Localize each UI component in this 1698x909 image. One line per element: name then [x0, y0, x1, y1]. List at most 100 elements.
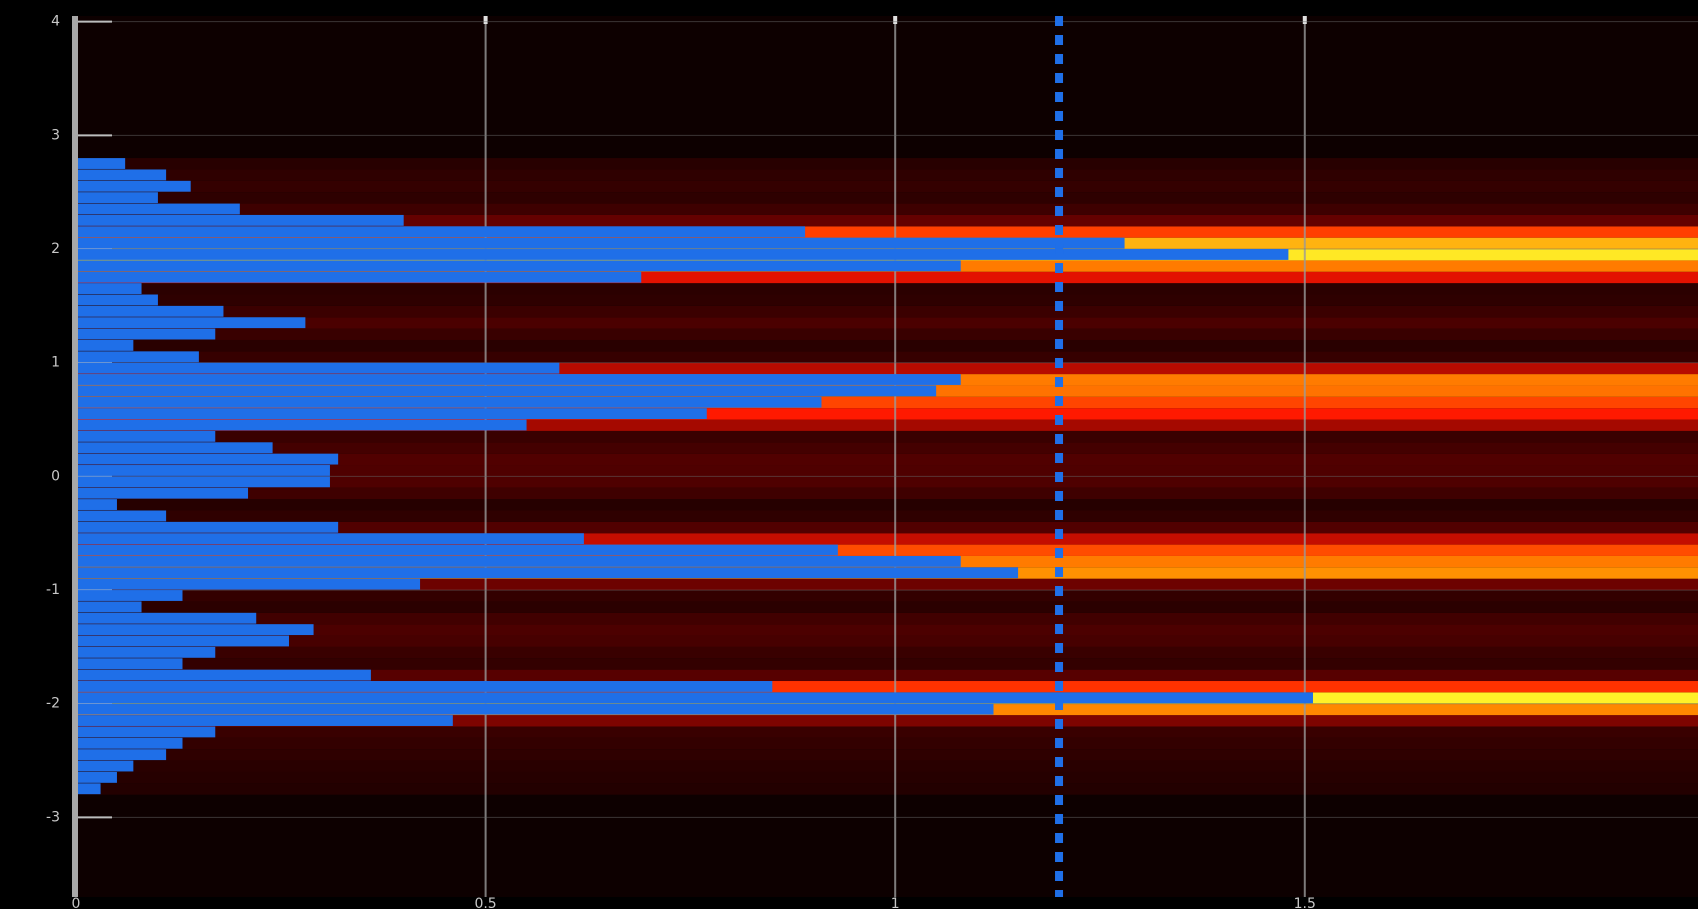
bar: [76, 363, 559, 374]
bar: [76, 715, 453, 726]
bar: [76, 658, 182, 669]
bar: [76, 624, 314, 635]
bar: [76, 601, 142, 612]
bar: [76, 272, 641, 283]
heat-row: [76, 636, 1698, 647]
bar: [76, 329, 215, 340]
bar: [76, 772, 117, 783]
bar: [76, 351, 199, 362]
bar: [76, 613, 256, 624]
bar: [76, 465, 330, 476]
bar: [76, 545, 838, 556]
x-tick-label: 0: [72, 896, 81, 909]
heat-row: [76, 295, 1698, 306]
bar: [76, 260, 961, 271]
heat-row: [76, 442, 1698, 453]
bar: [76, 647, 215, 658]
bar: [76, 226, 805, 237]
y-tick-label: -2: [46, 696, 60, 712]
heat-row: [76, 192, 1698, 203]
heat-row: [76, 306, 1698, 317]
x-tick-label: 0.5: [474, 896, 496, 909]
bar: [76, 431, 215, 442]
heat-row: [76, 738, 1698, 749]
chart: 0 0.5 1 1.5 4 3 2 1 0 -1 -2 -3: [0, 0, 1698, 909]
bar: [76, 499, 117, 510]
heat-row: [76, 329, 1698, 340]
bar: [76, 510, 166, 521]
heat-row: [76, 431, 1698, 442]
bar: [76, 442, 273, 453]
bar: [76, 522, 338, 533]
heat-row: [76, 488, 1698, 499]
heat-row: [76, 169, 1698, 180]
bar: [76, 704, 993, 715]
heat-row: [76, 726, 1698, 737]
heat-row: [76, 590, 1698, 601]
heat-row: [76, 647, 1698, 658]
heat-row: [76, 613, 1698, 624]
bar: [76, 420, 527, 431]
bar: [76, 670, 371, 681]
bar: [76, 636, 289, 647]
bar: [76, 726, 215, 737]
bar: [76, 579, 420, 590]
heat-row: [76, 317, 1698, 328]
heat-row: [76, 772, 1698, 783]
x-tick-label: 1.5: [1294, 896, 1316, 909]
heat-row: [76, 499, 1698, 510]
bar: [76, 556, 961, 567]
bar: [76, 169, 166, 180]
bar: [76, 454, 338, 465]
heat-row: [76, 510, 1698, 521]
heat-row: [76, 181, 1698, 192]
heat-row: [76, 340, 1698, 351]
bar: [76, 317, 305, 328]
bar: [76, 783, 101, 794]
y-tick-label: 3: [51, 127, 60, 143]
bar: [76, 158, 125, 169]
page: {"chart_data": {"type": "barh-histogram"…: [0, 0, 1698, 909]
bar: [76, 749, 166, 760]
bar: [76, 238, 1125, 249]
heat-row: [76, 658, 1698, 669]
bar: [76, 761, 133, 772]
bar: [76, 340, 133, 351]
x-tick-label: 1: [891, 896, 900, 909]
bar: [76, 476, 330, 487]
bar: [76, 533, 584, 544]
heat-row: [76, 204, 1698, 215]
y-tick-label: 1: [51, 355, 60, 371]
bar: [76, 567, 1018, 578]
y-tick-label: 2: [51, 241, 60, 257]
bar: [76, 249, 1288, 260]
bar: [76, 204, 240, 215]
bar: [76, 408, 707, 419]
heat-row: [76, 283, 1698, 294]
bar: [76, 374, 961, 385]
bar: [76, 681, 772, 692]
heat-row: [76, 624, 1698, 635]
bar: [76, 306, 223, 317]
heat-row: [76, 351, 1698, 362]
heat-row: [76, 783, 1698, 794]
bar: [76, 488, 248, 499]
bar: [76, 192, 158, 203]
y-tick-label: -3: [46, 809, 60, 825]
y-tick-label: 4: [51, 14, 60, 30]
bar: [76, 397, 821, 408]
y-axis: [72, 16, 78, 897]
bar: [76, 215, 404, 226]
heat-row: [76, 158, 1698, 169]
bar: [76, 385, 936, 396]
bar: [76, 692, 1313, 703]
bar: [76, 738, 182, 749]
bar: [76, 283, 142, 294]
y-tick-label: -1: [46, 582, 60, 598]
bar: [76, 181, 191, 192]
heat-row: [76, 749, 1698, 760]
bar: [76, 590, 182, 601]
y-tick-label: 0: [51, 468, 60, 484]
bar: [76, 295, 158, 306]
heat-row: [76, 761, 1698, 772]
